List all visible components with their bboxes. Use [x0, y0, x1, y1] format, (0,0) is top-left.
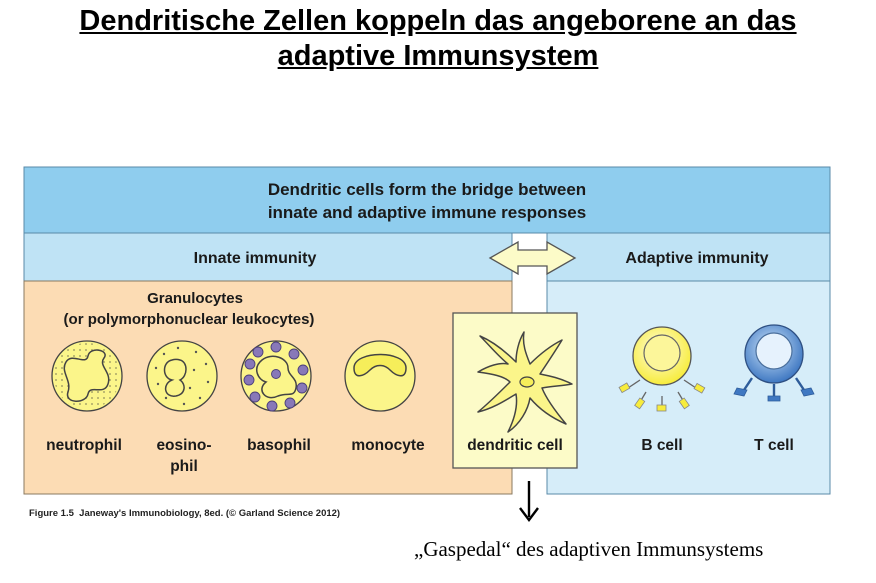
figure-source: Janeway's Immunobiology, 8ed. (© Garland…	[79, 508, 341, 519]
basophil-label: basophil	[247, 437, 311, 454]
eosinophil-label-line1: eosino-	[156, 437, 211, 454]
header-line1: Dendritic cells form the bridge between	[268, 180, 586, 199]
down-arrow-icon	[519, 481, 539, 522]
dendritic-cell-label: dendritic cell	[467, 437, 563, 454]
monocyte-label: monocyte	[351, 437, 425, 454]
neutrophil-label: neutrophil	[46, 437, 122, 454]
figure-ref: Figure 1.5	[29, 508, 74, 519]
t-cell-label: T cell	[754, 437, 794, 454]
neutrophil-icon	[51, 340, 123, 412]
slide-title: Dendritische Zellen koppeln das angebore…	[0, 4, 876, 74]
basophil-icon	[240, 340, 312, 412]
b-cell-label: B cell	[641, 437, 682, 454]
b-cell-icon	[618, 326, 706, 412]
header-line2: innate and adaptive immune responses	[268, 203, 586, 222]
adaptive-immunity-label: Adaptive immunity	[625, 250, 768, 267]
figure-caption: Figure 1.5 Janeway's Immunobiology, 8ed.…	[29, 508, 340, 519]
header-band	[23, 166, 831, 234]
bridge-double-arrow	[488, 240, 577, 276]
eosinophil-icon	[146, 340, 218, 412]
granulocytes-label: Granulocytes	[147, 290, 243, 307]
granulocytes-sublabel: (or polymorphonuclear leukocytes)	[64, 311, 315, 328]
adaptive-panel	[546, 280, 831, 495]
dendritic-cell-icon	[477, 331, 573, 433]
monocyte-icon	[344, 340, 416, 412]
annotation-text: „Gaspedal“ des adaptiven Immunsystems	[414, 537, 764, 561]
innate-immunity-label: Innate immunity	[194, 250, 317, 267]
slide-title-line1: Dendritische Zellen koppeln das angebore…	[79, 5, 797, 37]
slide-title-line2: adaptive Immunsystem	[277, 40, 599, 72]
t-cell-icon	[733, 324, 815, 402]
eosinophil-label-line2: phil	[170, 458, 198, 475]
